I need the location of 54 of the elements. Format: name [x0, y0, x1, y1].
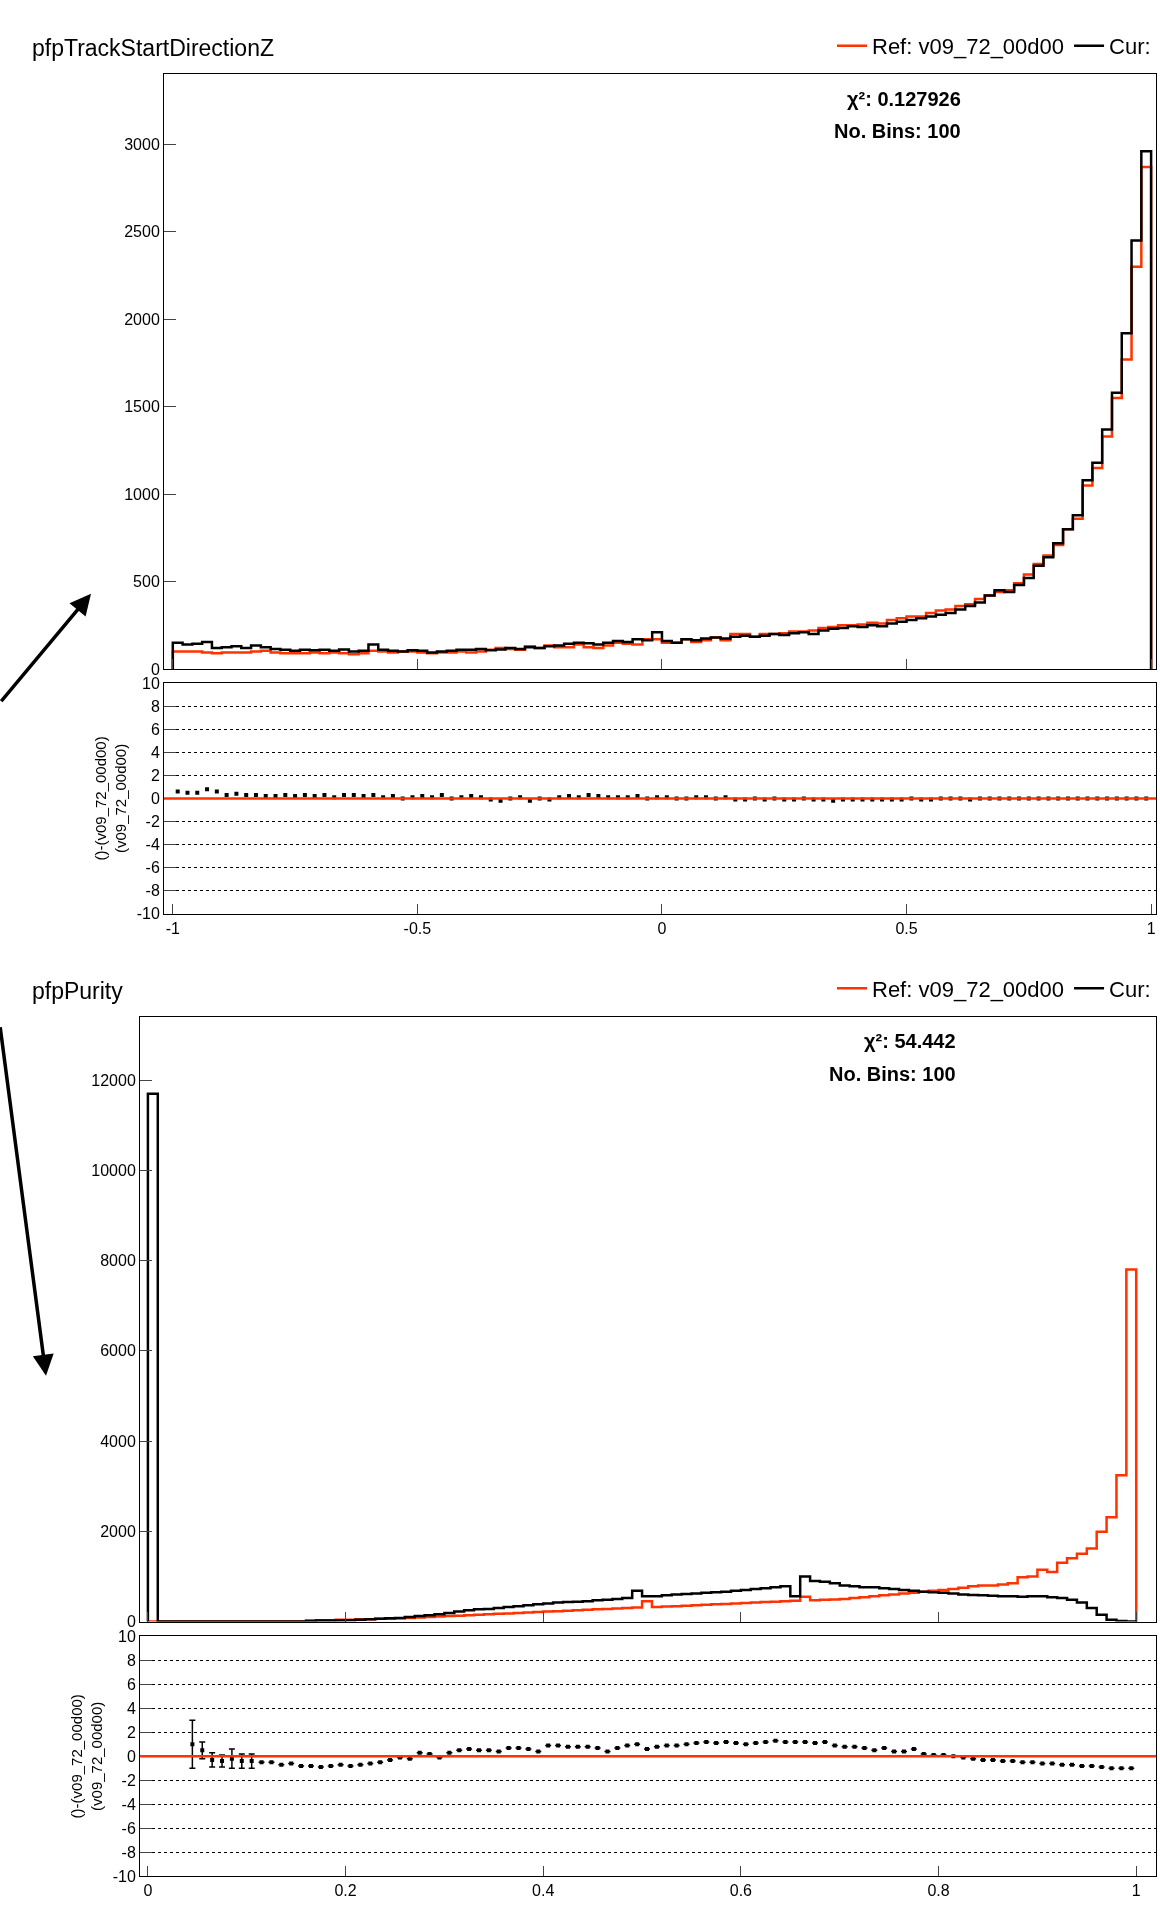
y-tick-label: 8000 — [100, 1252, 136, 1270]
y-tick-label: 6 — [126, 1675, 136, 1693]
y-tick-label: 2 — [126, 1723, 136, 1741]
y-tick-label: 4 — [126, 1699, 136, 1717]
y-tick-label: -4 — [145, 836, 160, 854]
chart-title: pfpTrackStartDirectionZ — [32, 35, 274, 61]
x-tick-label: 1 — [1146, 920, 1156, 938]
y-tick-label: 8 — [126, 1651, 136, 1669]
legend-label: Ref: v09_72_00d00 — [872, 34, 1065, 60]
y-tick-label: -8 — [121, 1843, 136, 1861]
y-tick-label: 8 — [150, 697, 160, 715]
legend-label: Cur: — [1109, 976, 1151, 1002]
y-axis-title: ()-(v09_72_00d00) (v09_72_00d00) — [68, 1694, 105, 1819]
y-tick-label: 3000 — [124, 135, 160, 153]
legend-label: Cur: — [1109, 34, 1151, 60]
y-tick-label: 12000 — [91, 1071, 136, 1089]
y-tick-label: 1000 — [124, 485, 160, 503]
y-tick-label: 2000 — [124, 310, 160, 328]
y-tick-label: 0 — [150, 790, 160, 807]
annotation: No. Bins: 100 — [829, 1063, 956, 1085]
x-tick-label: -0.5 — [403, 920, 432, 938]
y-tick-label: 10000 — [91, 1161, 136, 1179]
x-tick-label: 0.8 — [927, 1882, 950, 1900]
annotation: χ²: 54.442 — [864, 1030, 956, 1052]
annotation: χ²: 0.127926 — [847, 88, 961, 110]
x-tick-label: 1 — [1131, 1882, 1141, 1900]
x-tick-label: 0 — [657, 920, 667, 938]
y-tick-label: -6 — [121, 1819, 136, 1837]
y-tick-label: 4 — [150, 743, 160, 761]
x-tick-label: 0.6 — [729, 1882, 753, 1900]
y-tick-label: 2500 — [124, 223, 160, 241]
y-tick-label: -10 — [112, 1867, 136, 1885]
y-tick-label: 6000 — [100, 1342, 136, 1360]
legend-label: Ref: v09_72_00d00 — [872, 976, 1065, 1002]
chart-title: pfpPurity — [32, 978, 124, 1004]
y-tick-label: 2 — [150, 766, 160, 784]
annotation: No. Bins: 100 — [834, 120, 961, 142]
y-tick-label: -2 — [121, 1771, 136, 1789]
x-tick-label: 0.2 — [334, 1882, 357, 1900]
y-tick-label: -6 — [145, 859, 160, 877]
x-tick-label: -1 — [165, 920, 181, 938]
y-tick-label: 500 — [133, 573, 160, 591]
y-tick-label: 0 — [126, 1747, 136, 1765]
y-axis-title: ()-(v09_72_00d00) (v09_72_00d00) — [92, 736, 129, 861]
y-tick-label: -2 — [145, 813, 160, 831]
y-tick-label: -8 — [145, 882, 160, 900]
x-tick-label: 0.4 — [532, 1882, 555, 1900]
y-tick-label: 1500 — [124, 398, 160, 416]
x-tick-label: 0.5 — [895, 920, 918, 938]
y-tick-label: 6 — [150, 720, 160, 738]
y-tick-label: -10 — [136, 905, 160, 923]
y-tick-label: 2000 — [100, 1522, 136, 1540]
y-tick-label: -4 — [121, 1795, 136, 1813]
y-tick-label: 4000 — [100, 1432, 136, 1450]
